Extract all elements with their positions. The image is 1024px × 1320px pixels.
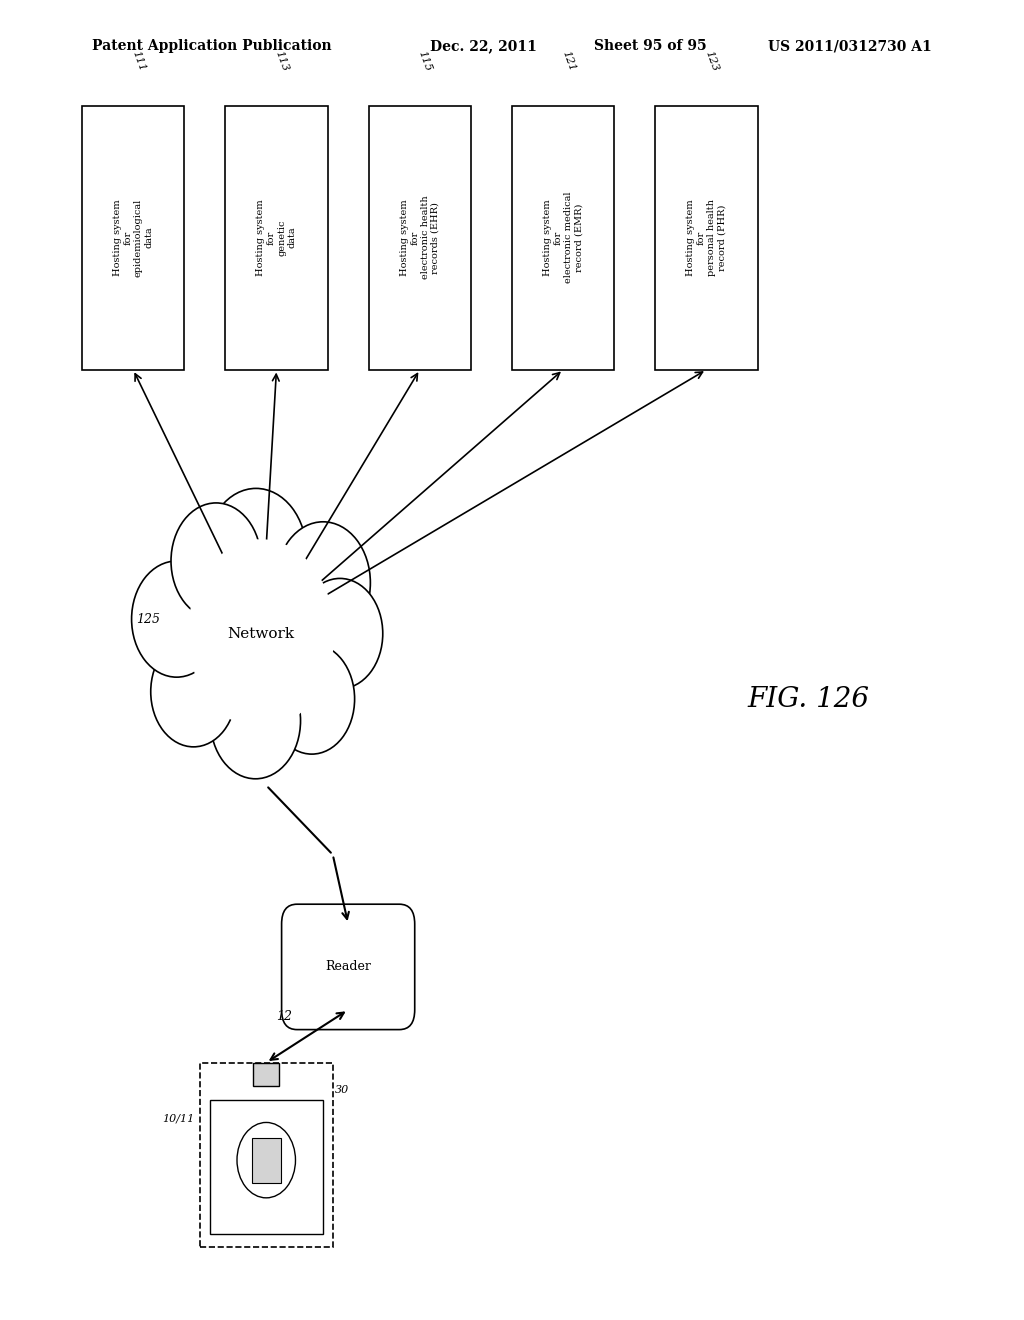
Text: US 2011/0312730 A1: US 2011/0312730 A1 bbox=[768, 40, 932, 53]
Text: Hosting system
for
personal health
record (PHR): Hosting system for personal health recor… bbox=[686, 199, 727, 276]
Text: 115: 115 bbox=[417, 49, 433, 73]
Text: 121: 121 bbox=[560, 49, 577, 73]
Text: Hosting system
for
genetic
data: Hosting system for genetic data bbox=[256, 199, 297, 276]
Circle shape bbox=[269, 644, 354, 754]
Text: Hosting system
for
epidemiological
data: Hosting system for epidemiological data bbox=[113, 198, 154, 277]
FancyBboxPatch shape bbox=[210, 1100, 323, 1234]
Circle shape bbox=[131, 561, 221, 677]
Circle shape bbox=[205, 488, 307, 619]
Text: 10/11: 10/11 bbox=[163, 1113, 195, 1123]
FancyBboxPatch shape bbox=[82, 106, 184, 370]
Circle shape bbox=[297, 578, 383, 689]
Circle shape bbox=[171, 503, 261, 619]
Text: Hosting system
for
electronic medical
record (EMR): Hosting system for electronic medical re… bbox=[543, 191, 584, 284]
Circle shape bbox=[151, 636, 237, 747]
Text: 30: 30 bbox=[335, 1085, 349, 1096]
Circle shape bbox=[275, 521, 371, 644]
FancyBboxPatch shape bbox=[225, 106, 328, 370]
FancyBboxPatch shape bbox=[282, 904, 415, 1030]
Circle shape bbox=[188, 539, 334, 729]
Text: Dec. 22, 2011: Dec. 22, 2011 bbox=[430, 40, 537, 53]
Text: 113: 113 bbox=[273, 49, 290, 73]
Text: 111: 111 bbox=[130, 49, 146, 73]
FancyBboxPatch shape bbox=[512, 106, 614, 370]
Text: Reader: Reader bbox=[326, 961, 371, 973]
Circle shape bbox=[211, 663, 301, 779]
Text: FIG. 126: FIG. 126 bbox=[748, 686, 869, 713]
Circle shape bbox=[237, 1122, 296, 1197]
Text: 123: 123 bbox=[703, 49, 720, 73]
FancyBboxPatch shape bbox=[252, 1138, 281, 1183]
FancyBboxPatch shape bbox=[655, 106, 758, 370]
FancyBboxPatch shape bbox=[369, 106, 471, 370]
Text: 12: 12 bbox=[275, 1010, 292, 1023]
Text: Sheet 95 of 95: Sheet 95 of 95 bbox=[594, 40, 707, 53]
Text: Network: Network bbox=[227, 627, 295, 640]
FancyBboxPatch shape bbox=[254, 1063, 279, 1086]
Text: Patent Application Publication: Patent Application Publication bbox=[92, 40, 332, 53]
FancyBboxPatch shape bbox=[200, 1063, 333, 1247]
Text: Hosting system
for
electronic health
records (EHR): Hosting system for electronic health rec… bbox=[399, 195, 440, 280]
Text: 125: 125 bbox=[136, 612, 160, 626]
